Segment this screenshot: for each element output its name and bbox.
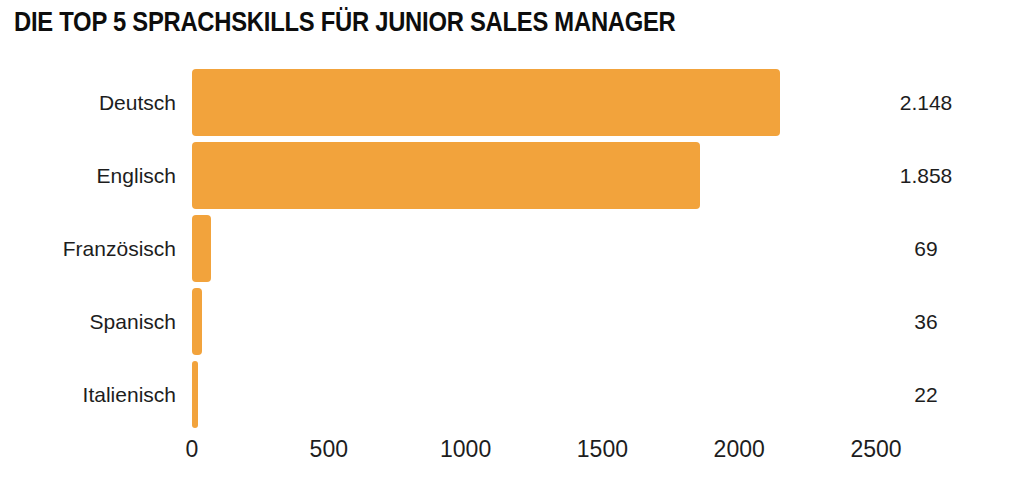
x-axis: 0 500 1000 1500 2000 2500 [192, 436, 876, 466]
category-label: Französisch [0, 237, 192, 261]
value-label: 1.858 [876, 164, 976, 188]
bar-track [192, 288, 876, 355]
chart-canvas: DIE TOP 5 SPRACHSKILLS FÜR JUNIOR SALES … [0, 0, 1014, 489]
category-label: Spanisch [0, 310, 192, 334]
bar-row: Italienisch 22 [0, 358, 1014, 431]
bar-row: Französisch 69 [0, 212, 1014, 285]
bar-italienisch [192, 361, 198, 428]
bar-track [192, 215, 876, 282]
value-label: 22 [876, 383, 976, 407]
bar-franzoesisch [192, 215, 211, 282]
bar-row: Deutsch 2.148 [0, 66, 1014, 139]
bar-track [192, 142, 876, 209]
x-axis-tick: 2500 [850, 436, 901, 463]
value-label: 69 [876, 237, 976, 261]
bar-chart: Deutsch 2.148 Englisch 1.858 Französisch… [0, 66, 1014, 431]
bar-englisch [192, 142, 700, 209]
bar-row: Englisch 1.858 [0, 139, 1014, 212]
x-axis-tick: 0 [186, 436, 199, 463]
chart-title: DIE TOP 5 SPRACHSKILLS FÜR JUNIOR SALES … [14, 6, 676, 38]
x-axis-tick: 1000 [440, 436, 491, 463]
value-label: 2.148 [876, 91, 976, 115]
bar-spanisch [192, 288, 202, 355]
bar-track [192, 361, 876, 428]
x-axis-tick: 1500 [577, 436, 628, 463]
category-label: Deutsch [0, 91, 192, 115]
bar-deutsch [192, 69, 780, 136]
x-axis-tick: 500 [310, 436, 348, 463]
bar-track [192, 69, 876, 136]
x-axis-tick: 2000 [714, 436, 765, 463]
bar-row: Spanisch 36 [0, 285, 1014, 358]
category-label: Italienisch [0, 383, 192, 407]
value-label: 36 [876, 310, 976, 334]
category-label: Englisch [0, 164, 192, 188]
